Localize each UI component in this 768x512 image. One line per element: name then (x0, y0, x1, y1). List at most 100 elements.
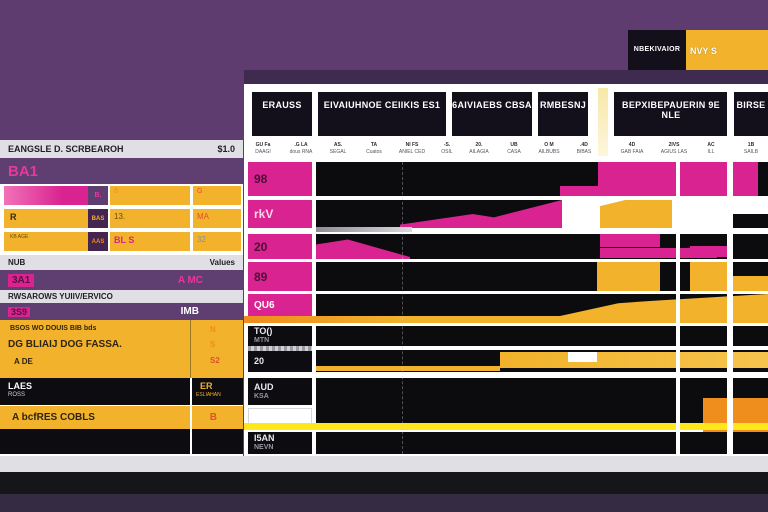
tab-yellow[interactable]: NVY S (686, 30, 768, 72)
flag-icon[interactable]: N (210, 325, 216, 334)
column-header-2-label: EIVAIUHNOE CEIIKIS ES1 (323, 100, 441, 110)
sublabel-8-top: UB (510, 142, 518, 148)
left-black-row-label: LAES (8, 381, 33, 391)
bar-rowA-c2-text: 6 (114, 188, 118, 195)
row7-hatch-strip (248, 346, 312, 351)
marker-icon[interactable]: S (210, 340, 216, 349)
footer-gray-bar (0, 456, 768, 472)
sublabel-12: 2IVS AGIUS LAS (654, 142, 694, 155)
bar-rowC-c2[interactable]: BL S (110, 232, 190, 251)
row-label-2[interactable]: rkV (248, 200, 312, 228)
sublabel-7: 20. AILAGIA (462, 142, 496, 155)
sublabel-13: AC ILL (698, 142, 724, 155)
yellow-block-line2: DG BLIAIJ DOG FASSA. (8, 339, 122, 350)
column-header-1[interactable]: ERAUSS (252, 92, 312, 136)
row-label-10[interactable]: I5AN NEVN (248, 432, 312, 454)
column-header-2[interactable]: EIVAIUHNOE CEIIKIS ES1 (318, 92, 446, 136)
bar-rowB-badge-text: BAS (91, 215, 105, 222)
row-label-5[interactable]: QU6 (248, 294, 312, 316)
row-label-8-sub: KSA (254, 392, 269, 400)
footer-purple-bar (0, 494, 768, 512)
left-subheader-label: NUB (8, 258, 26, 267)
sublabel-10-top: .4D (580, 142, 588, 148)
left-black-row[interactable]: LAES ROSS ER ESLIAHAN (0, 378, 243, 405)
sublabel-10: .4D BIBAS (570, 142, 598, 155)
tab-yellow-label: NVY S (690, 46, 717, 56)
bar-rowC-c3[interactable]: 32 (193, 232, 241, 251)
row3-pink-strip-right (690, 246, 728, 257)
row-label-9[interactable] (248, 408, 312, 424)
column-header-6[interactable]: BIRSE (734, 92, 768, 136)
bar-rowB-c3[interactable]: MA (193, 209, 241, 228)
row-label-8[interactable]: AUD KSA (248, 378, 312, 405)
yellow-info-block[interactable] (0, 320, 243, 378)
bar-rowB-c1-text: R (10, 212, 17, 222)
left-section-row: BA1 (0, 158, 243, 184)
row-label-1-text: 98 (254, 172, 268, 186)
row1-pink-block-right (733, 162, 758, 196)
row-label-6-sub: MTN (254, 337, 270, 345)
sublabel-9-bot: AILBUBS (538, 148, 560, 155)
bookmark-icon[interactable]: B (209, 412, 217, 423)
row-label-6[interactable]: TO() MTN (248, 326, 312, 346)
sublabel-7-top: 20. (475, 142, 483, 148)
row-label-7[interactable]: 20 (248, 351, 312, 372)
row4-yellow-chip (733, 276, 768, 291)
row4-yellow-block-2 (690, 262, 728, 291)
row-label-1[interactable]: 98 (248, 162, 312, 196)
left-panel-value: $1.0 (217, 144, 235, 154)
column-header-5-label: BEPXIBEPAUERIN 9E NLE (622, 100, 720, 121)
left-black-row-sub: ROSS (8, 392, 26, 398)
bar-rowA-pink[interactable] (4, 186, 88, 205)
bar-rowA-c2[interactable]: 6 (110, 186, 190, 205)
left-panel-header: EANGSLE D. SCRBEAROH $1.0 (0, 140, 243, 158)
bar-rowC-c3-text: 32 (197, 235, 206, 244)
bar-rowB-c2[interactable]: 13. (110, 209, 190, 228)
sublabel-4-top: TA (370, 142, 378, 148)
row6-bar (316, 326, 768, 346)
purple-row-1[interactable]: 3A1 A MC (0, 270, 243, 290)
row-label-3[interactable]: 20 (248, 234, 312, 259)
row4-yellow-block (597, 262, 660, 291)
sublabel-1-top: GU Fa (255, 142, 271, 148)
row7-white-notch (568, 352, 597, 362)
yellow-divider-strip (598, 88, 608, 156)
sublabel-14-top: 1B (747, 142, 755, 148)
column-header-5[interactable]: BEPXIBEPAUERIN 9E NLE (614, 92, 728, 136)
row7-yellow-band (500, 352, 768, 368)
row-label-4[interactable]: 89 (248, 262, 312, 291)
left-yellow-row[interactable]: A bcfRES COBLS B (0, 406, 243, 429)
bar-rowC-c1-text: KB AGE (10, 234, 29, 240)
bar-rowC-badge-text: AAS (91, 238, 105, 245)
bright-yellow-line (244, 423, 768, 430)
row8-bar (316, 378, 768, 424)
column-header-4[interactable]: RMBESNJ (538, 92, 588, 136)
bar-rowA-badge-text: B. (94, 192, 102, 199)
bar-rowC-badge: AAS (88, 232, 108, 251)
sublabel-3: AS. SEGAL (322, 142, 354, 155)
column-header-3[interactable]: 6AIVIAEBS CBSA (452, 92, 532, 136)
row8-orange-block (703, 398, 768, 436)
left-subheader-value: Values (209, 258, 235, 267)
sublabel-6-top: -S. (443, 142, 451, 148)
left-gray-row: RWSAROWS YUIIV/ERVICO (0, 290, 243, 303)
left-section-title: BA1 (8, 162, 39, 180)
counter-icon[interactable]: S2 (210, 356, 220, 365)
column-header-3-label: 6AIVIAEBS CBSA (452, 100, 532, 110)
bar-rowB-c1[interactable]: R (4, 209, 88, 228)
tab-dark[interactable]: NBEKIVAIOR (628, 30, 686, 72)
bar-rowC-c1[interactable]: KB AGE (4, 232, 88, 251)
orange-separator-strip (244, 316, 768, 323)
column-header-1-label: ERAUSS (262, 100, 302, 110)
sublabel-5-bot: ANIEL CED (398, 148, 426, 155)
yellow-block-line1: BSOS WO DOUIS BIB bds (10, 325, 97, 332)
column-gutter-1 (676, 160, 680, 456)
row10-bar (316, 432, 768, 454)
row-label-8-text: AUD (254, 381, 274, 392)
sublabel-13-top: AC (707, 142, 715, 148)
sublabel-8: UB CASA (500, 142, 528, 155)
row1-pink-block (598, 162, 727, 196)
bar-rowA-c3[interactable]: G (193, 186, 241, 205)
purple-row-2[interactable]: 3S9 IMB (0, 303, 243, 320)
